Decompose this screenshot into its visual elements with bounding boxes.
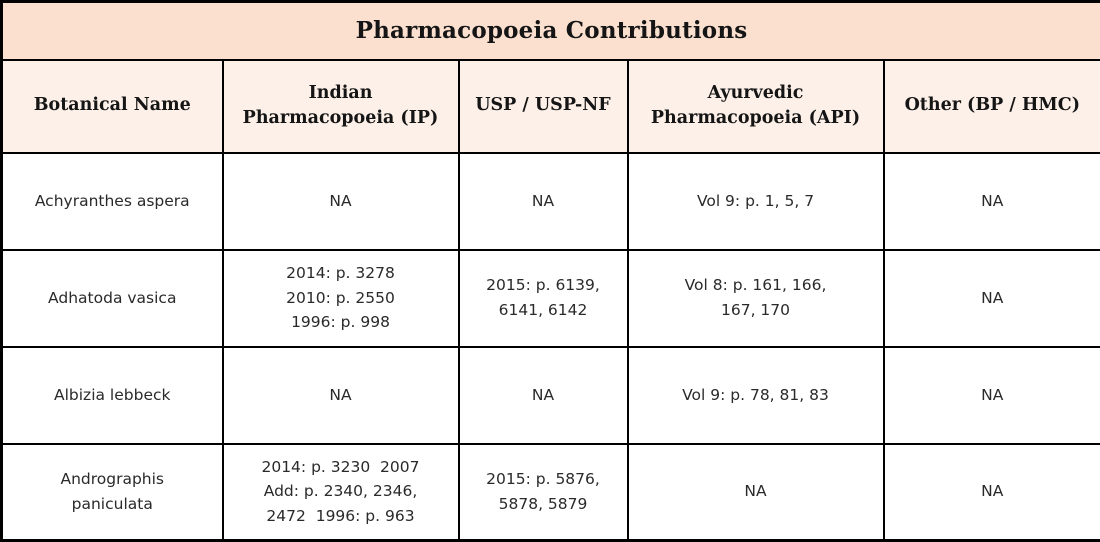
table-row: Andrographis paniculata 2014: p. 3230 20…	[0, 442, 1100, 542]
cell-ayurvedic-pharmacopoeia: Vol 9: p. 78, 81, 83	[626, 345, 885, 445]
table-row: Albizia lebbeck NA NA Vol 9: p. 78, 81, …	[0, 345, 1100, 445]
table-row: Adhatoda vasica 2014: p. 3278 2010: p. 2…	[0, 248, 1100, 348]
cell-ayurvedic-pharmacopoeia: NA	[626, 442, 885, 542]
cell-indian-pharmacopoeia: 2014: p. 3230 2007 Add: p. 2340, 2346, 2…	[221, 442, 460, 542]
cell-usp-usp-nf: NA	[457, 151, 629, 251]
cell-botanical-name: Achyranthes aspera	[0, 151, 224, 251]
table-row: Achyranthes aspera NA NA Vol 9: p. 1, 5,…	[0, 151, 1100, 251]
column-header-other-bp-hmc: Other (BP / HMC)	[882, 58, 1100, 154]
cell-usp-usp-nf: 2015: p. 6139, 6141, 6142	[457, 248, 629, 348]
cell-usp-usp-nf: NA	[457, 345, 629, 445]
header-row: Botanical Name Indian Pharmacopoeia (IP)…	[0, 58, 1100, 154]
column-header-usp-usp-nf: USP / USP-NF	[457, 58, 629, 154]
page-title: Pharmacopoeia Contributions	[0, 0, 1100, 61]
cell-other-bp-hmc: NA	[882, 345, 1100, 445]
title-row: Pharmacopoeia Contributions	[0, 0, 1100, 61]
cell-botanical-name: Andrographis paniculata	[0, 442, 224, 542]
cell-other-bp-hmc: NA	[882, 442, 1100, 542]
cell-indian-pharmacopoeia: NA	[221, 151, 460, 251]
cell-other-bp-hmc: NA	[882, 151, 1100, 251]
cell-indian-pharmacopoeia: 2014: p. 3278 2010: p. 2550 1996: p. 998	[221, 248, 460, 348]
cell-ayurvedic-pharmacopoeia: Vol 9: p. 1, 5, 7	[626, 151, 885, 251]
cell-indian-pharmacopoeia: NA	[221, 345, 460, 445]
cell-botanical-name: Adhatoda vasica	[0, 248, 224, 348]
cell-botanical-name: Albizia lebbeck	[0, 345, 224, 445]
cell-usp-usp-nf: 2015: p. 5876, 5878, 5879	[457, 442, 629, 542]
cell-ayurvedic-pharmacopoeia: Vol 8: p. 161, 166, 167, 170	[626, 248, 885, 348]
cell-other-bp-hmc: NA	[882, 248, 1100, 348]
column-header-indian-pharmacopoeia: Indian Pharmacopoeia (IP)	[221, 58, 460, 154]
column-header-ayurvedic-pharmacopoeia: Ayurvedic Pharmacopoeia (API)	[626, 58, 885, 154]
column-header-botanical-name: Botanical Name	[0, 58, 224, 154]
